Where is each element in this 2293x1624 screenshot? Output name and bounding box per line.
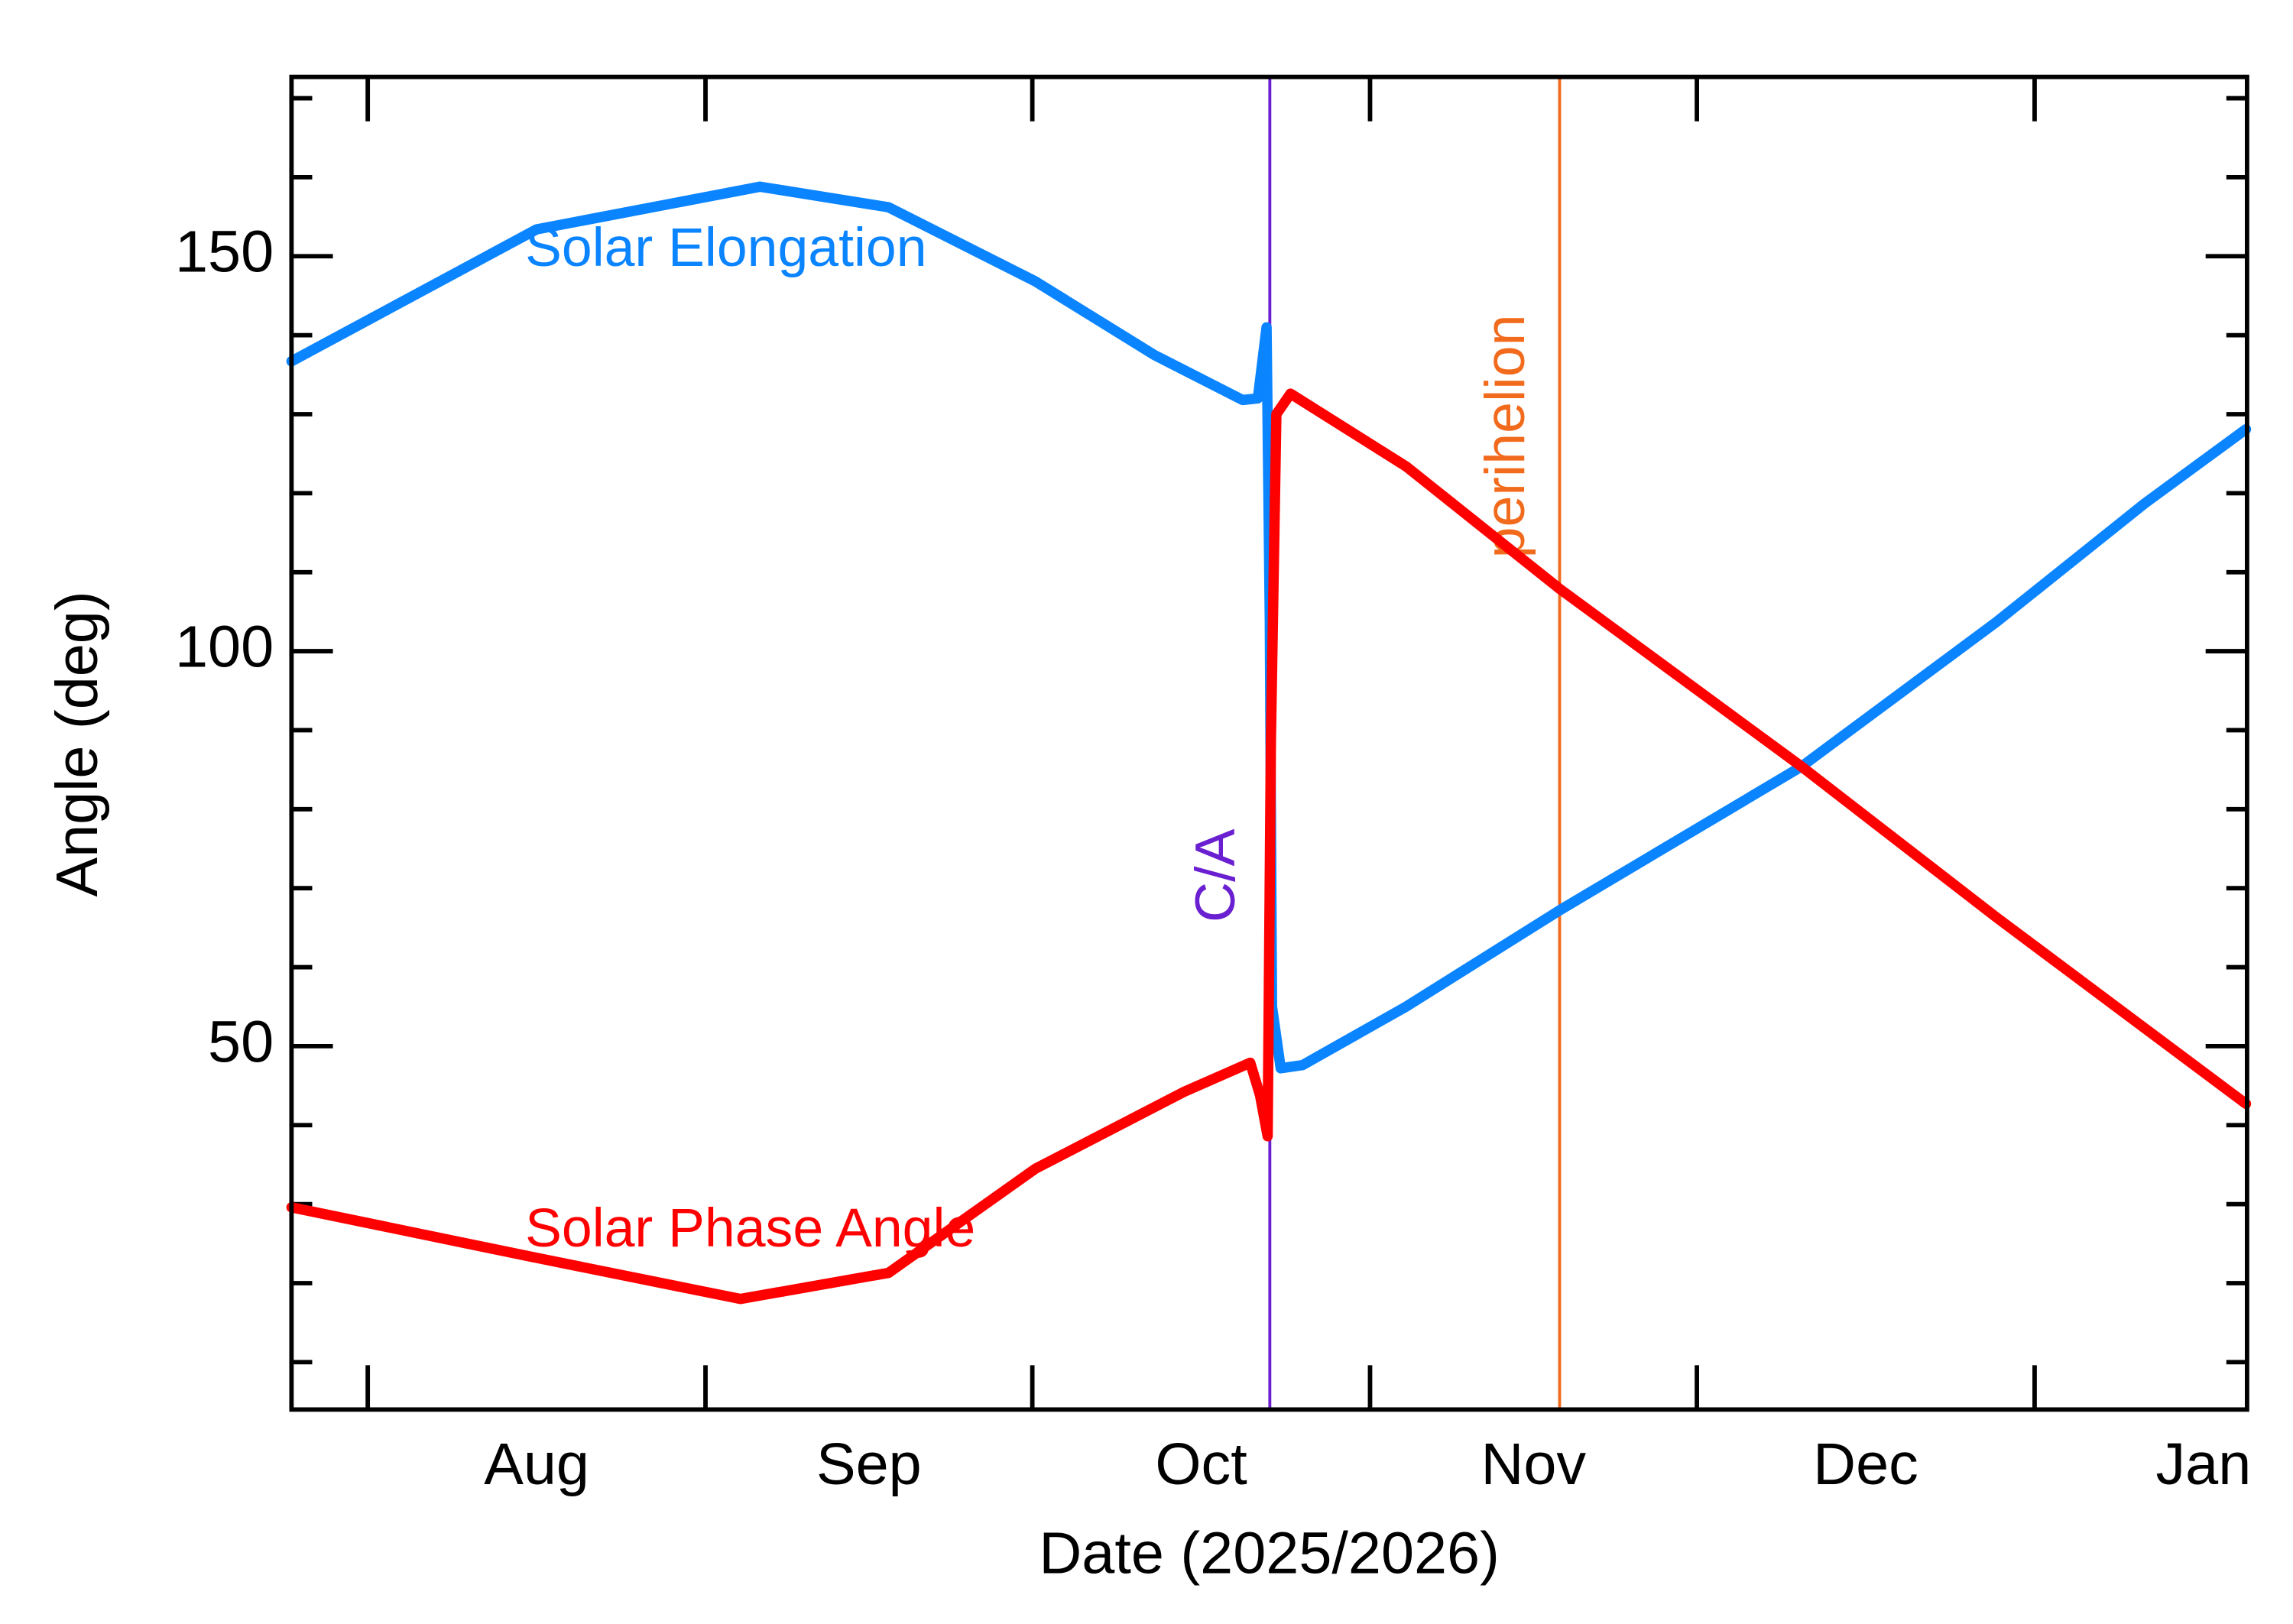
- x-tick-label: Nov: [1481, 1431, 1586, 1497]
- y-tick-label: 50: [208, 1009, 274, 1075]
- x-tick-label: Oct: [1155, 1431, 1247, 1497]
- series-label: Solar Elongation: [525, 217, 926, 278]
- y-tick-label: 100: [175, 614, 274, 680]
- series-line: [286, 388, 2252, 1305]
- y-tick-label: 150: [175, 219, 274, 285]
- series-label: Solar Phase Angle: [525, 1198, 975, 1259]
- event-label: perihelion: [1473, 314, 1536, 558]
- y-axis-title: Angle (deg): [44, 591, 110, 896]
- x-axis-title: Date (2025/2026): [1039, 1520, 1499, 1586]
- x-tick-label: Sep: [816, 1431, 922, 1497]
- plot-frame: [289, 74, 2249, 1412]
- x-tick-label: Aug: [484, 1431, 589, 1497]
- event-label: C/A: [1183, 828, 1247, 922]
- x-tick-label: Dec: [1813, 1431, 1918, 1497]
- x-tick-label: Jan: [2155, 1431, 2251, 1497]
